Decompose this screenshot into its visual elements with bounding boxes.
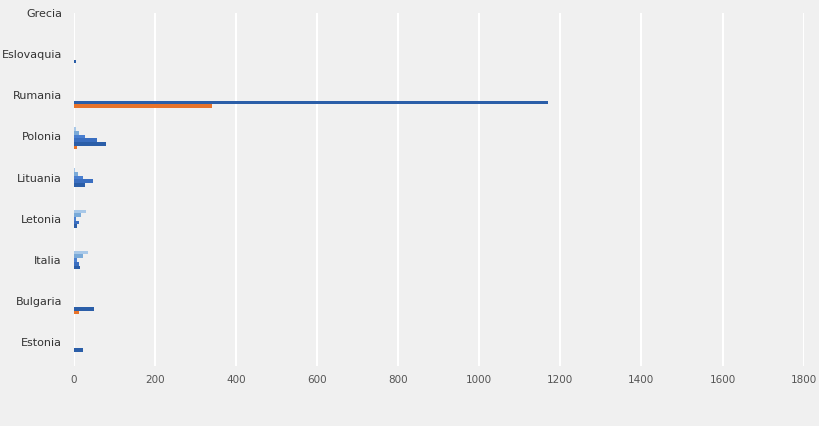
Bar <box>74 179 93 183</box>
Bar <box>74 217 75 221</box>
Bar <box>74 225 77 228</box>
Bar <box>74 172 78 176</box>
Bar <box>74 142 106 146</box>
Bar <box>74 251 88 254</box>
Bar <box>74 254 83 258</box>
Legend: 2020 1.5, 2019, 2018, 2017, 2016, 2015, 2014: 2020 1.5, 2019, 2018, 2017, 2016, 2015, … <box>277 423 594 426</box>
Bar <box>74 221 79 225</box>
Bar <box>74 131 79 135</box>
Bar <box>74 138 97 142</box>
Bar <box>74 135 85 138</box>
Bar <box>74 258 77 262</box>
Bar <box>74 262 79 266</box>
Bar <box>74 213 81 217</box>
Bar <box>74 307 94 311</box>
Bar <box>74 146 77 150</box>
Bar <box>74 127 75 131</box>
Bar <box>74 104 211 108</box>
Bar <box>74 311 79 314</box>
Bar <box>74 348 83 352</box>
Bar <box>74 168 75 172</box>
Bar <box>74 266 79 269</box>
Bar <box>74 176 83 179</box>
Bar <box>74 60 76 63</box>
Bar <box>74 210 86 213</box>
Bar <box>74 101 548 104</box>
Bar <box>74 183 85 187</box>
